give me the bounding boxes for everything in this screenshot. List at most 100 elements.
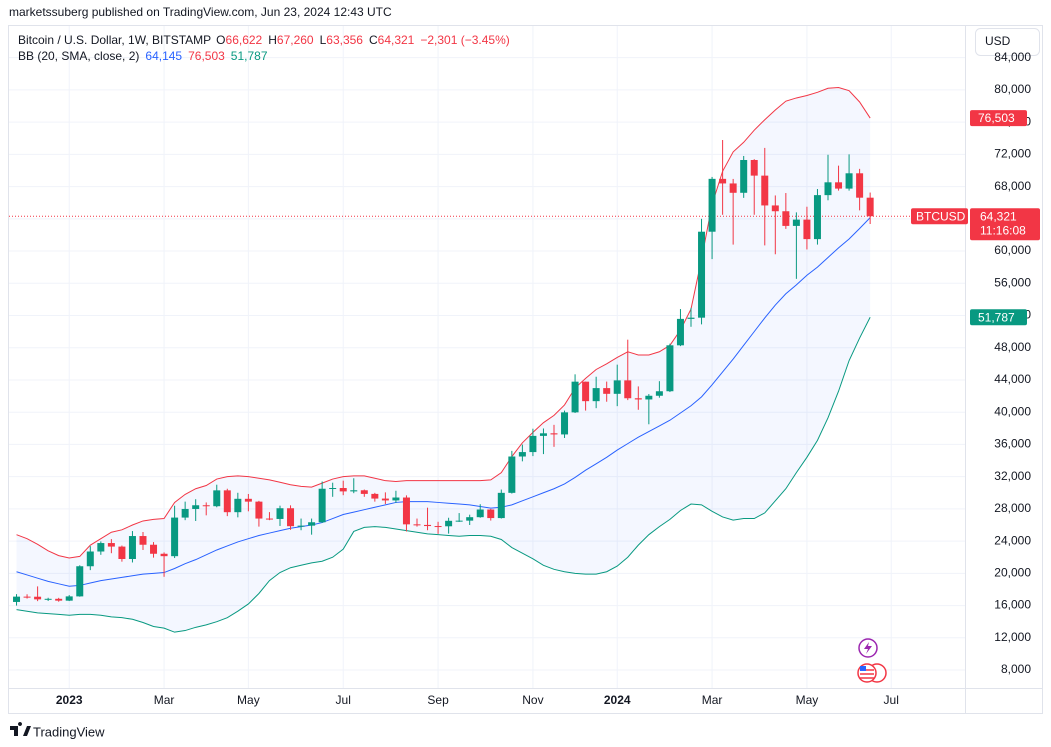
- axis-tag: [970, 309, 1027, 326]
- x-tick-label: May: [796, 693, 819, 707]
- x-tick-label: Nov: [522, 693, 543, 707]
- legend-key: O: [216, 33, 225, 47]
- y-tick-label: 8,000: [1001, 662, 1031, 676]
- candle-body: [518, 452, 526, 457]
- candle-body: [845, 173, 853, 189]
- candle-body: [655, 391, 663, 396]
- candle-body: [339, 488, 347, 492]
- y-tick-label: 56,000: [994, 275, 1031, 289]
- candle-body: [424, 524, 432, 527]
- legend-change: −2,301 (−3.45%): [420, 33, 509, 47]
- x-tick-label: Jul: [884, 693, 899, 707]
- candle-body: [497, 492, 505, 519]
- axis-tag: [970, 110, 1027, 127]
- candle-body: [139, 536, 147, 545]
- y-tick-label: 28,000: [994, 501, 1031, 515]
- axis-tag-label: 76,503: [978, 111, 1015, 125]
- candle-body: [213, 490, 221, 507]
- candle-body: [529, 435, 537, 453]
- candle-body: [23, 596, 31, 598]
- candle-body: [708, 178, 716, 232]
- candle-body: [624, 380, 632, 399]
- legend-line: BB (20, SMA, close, 2) 64,145 76,503 51,787: [18, 49, 268, 63]
- symbol-tag: [911, 208, 968, 225]
- price-tag-countdown: 11:16:08: [980, 223, 1026, 237]
- candle-body: [308, 522, 316, 526]
- candle-body: [413, 524, 421, 526]
- candle-body: [792, 219, 800, 226]
- y-tick-label: 12,000: [994, 630, 1031, 644]
- candle-body: [687, 317, 695, 319]
- x-tick-label: Mar: [702, 693, 723, 707]
- brand: TradingView: [10, 722, 105, 739]
- x-tick-label: May: [237, 693, 260, 707]
- y-tick-label: 32,000: [994, 469, 1031, 483]
- candle-body: [508, 456, 516, 493]
- candle-body: [55, 598, 63, 601]
- y-tick-label: 80,000: [994, 82, 1031, 96]
- event-icons: [857, 638, 887, 683]
- price-tag-label: 64,321: [980, 209, 1017, 223]
- plot-marks: [13, 140, 874, 606]
- band-line: [16, 86, 871, 559]
- candle-body: [824, 182, 832, 196]
- y-tick-label: 16,000: [994, 598, 1031, 612]
- x-tick-label: Mar: [154, 693, 175, 707]
- candle-body: [803, 219, 811, 240]
- price-tag: [970, 208, 1040, 241]
- candle-body: [561, 412, 569, 435]
- candle-body: [729, 183, 737, 193]
- candle-body: [698, 231, 706, 318]
- candle-body: [856, 173, 864, 198]
- candle-body: [255, 501, 263, 519]
- legend: Bitcoin / U.S. Dollar, 1W, BITSTAMP O66,6…: [18, 33, 510, 63]
- candle-body: [13, 596, 21, 602]
- y-tick-label: 68,000: [994, 179, 1031, 193]
- candle-body: [866, 197, 874, 217]
- y-tick-label: 44,000: [994, 372, 1031, 386]
- y-tick-label: 40,000: [994, 404, 1031, 418]
- x-tick-label: 2023: [56, 693, 83, 707]
- candle-body: [371, 493, 379, 499]
- x-tick-label: 2024: [604, 693, 631, 707]
- candle-body: [571, 381, 579, 413]
- candle-body: [202, 505, 210, 507]
- symbol-tag-label: BTCUSD: [916, 209, 966, 223]
- candle-body: [86, 551, 94, 567]
- candle-body: [350, 490, 358, 492]
- currency-button-bg[interactable]: [975, 28, 1040, 56]
- candle-body: [634, 398, 642, 400]
- candle-body: [719, 178, 727, 184]
- y-tick-label: 60,000: [994, 243, 1031, 257]
- currency-button-label[interactable]: USD: [985, 34, 1011, 48]
- candle-body: [835, 182, 843, 189]
- band-line: [16, 316, 871, 633]
- legend-value: 64,321: [378, 33, 415, 47]
- candle-body: [34, 596, 42, 600]
- candle-body: [128, 536, 136, 560]
- candle-body: [434, 526, 442, 528]
- candle-body: [160, 553, 168, 557]
- y-tick-label: 24,000: [994, 533, 1031, 547]
- y-tick-label: 20,000: [994, 566, 1031, 580]
- candle-body: [445, 520, 453, 527]
- legend-value: 66,622: [226, 33, 263, 47]
- candle-body: [381, 498, 389, 501]
- candle-body: [645, 395, 653, 400]
- currency-button[interactable]: USD: [975, 28, 1040, 56]
- candle-body: [118, 546, 126, 560]
- candle-body: [550, 433, 558, 435]
- y-tick-label: 48,000: [994, 340, 1031, 354]
- candle-body: [761, 175, 769, 206]
- candle-body: [813, 195, 821, 240]
- candle-body: [150, 544, 158, 554]
- candle-body: [192, 505, 200, 509]
- flag-canton: [860, 666, 866, 671]
- candle-body: [181, 508, 189, 518]
- candle-body: [287, 508, 295, 527]
- publish-header: marketssuberg published on TradingView.c…: [9, 5, 392, 19]
- candle-body: [318, 488, 326, 523]
- band-line: [16, 217, 871, 587]
